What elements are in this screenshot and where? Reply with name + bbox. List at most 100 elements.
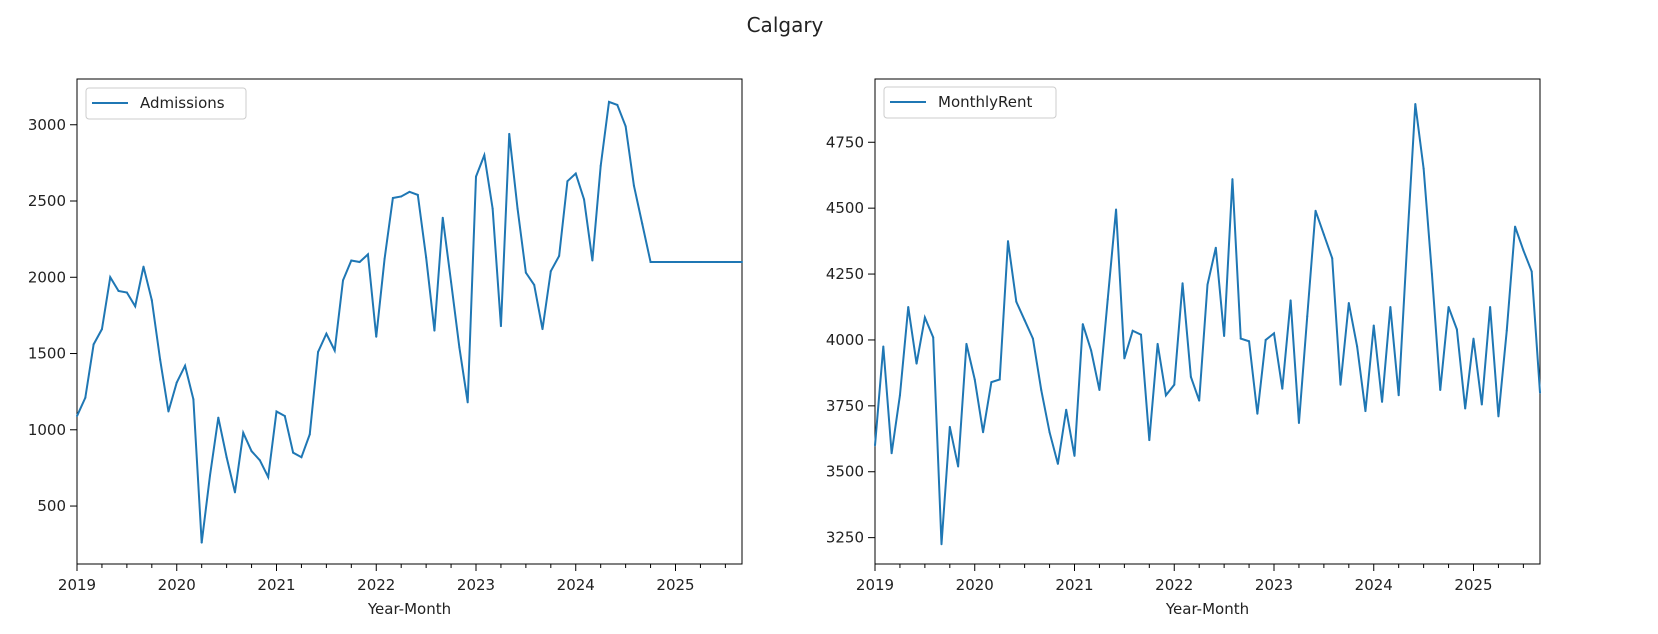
data-point	[283, 415, 286, 418]
y-tick-label: 4500	[826, 199, 864, 217]
data-point	[1522, 249, 1525, 252]
data-point	[292, 451, 295, 454]
data-point	[1414, 103, 1417, 106]
data-point	[350, 259, 353, 262]
data-point	[1115, 208, 1118, 211]
y-tick-label: 500	[37, 497, 66, 515]
y-tick-label: 4750	[826, 133, 864, 151]
legend-frame	[85, 87, 247, 120]
y-tick-label: 3500	[826, 463, 864, 481]
data-point	[1447, 306, 1450, 308]
data-point	[458, 346, 461, 349]
data-point	[1530, 270, 1533, 273]
data-point	[1007, 240, 1009, 243]
data-point	[716, 261, 719, 264]
data-point	[134, 305, 137, 308]
x-tick-label: 2025	[656, 576, 694, 594]
plot-area-frame	[76, 78, 743, 565]
data-point	[167, 410, 170, 413]
x-tick-label: 2022	[1155, 576, 1193, 594]
data-point	[608, 100, 610, 103]
chart-monthly-rent: 2019 2020 2021 2022 2023 2024 2025 3250 3500 375…	[826, 78, 1541, 618]
x-tick-label: 2019	[58, 576, 96, 594]
y-tick-label: 1500	[28, 345, 66, 363]
data-point	[940, 543, 943, 546]
data-point	[649, 261, 652, 264]
data-point	[682, 261, 685, 264]
data-point	[558, 254, 561, 257]
x-tick-label: 2020	[956, 576, 994, 594]
data-point	[724, 261, 727, 264]
y-tick-label: 3250	[826, 529, 864, 547]
data-point	[317, 351, 320, 353]
x-axis-label: Year-Month	[1165, 600, 1249, 618]
data-point	[483, 154, 486, 157]
data-point	[1131, 329, 1134, 332]
data-point	[200, 541, 203, 544]
data-point	[982, 431, 985, 434]
data-point	[1489, 306, 1492, 308]
y-tick-label: 3000	[28, 116, 66, 134]
data-point	[1015, 300, 1018, 303]
legend-label: Admissions	[140, 94, 225, 112]
data-point	[125, 291, 128, 294]
series-points	[76, 100, 743, 544]
y-tick-label: 2000	[28, 268, 66, 286]
x-tick-label: 2024	[1355, 576, 1393, 594]
data-point	[890, 452, 893, 455]
data-point	[574, 172, 577, 175]
data-point	[732, 261, 735, 264]
data-point	[1406, 245, 1408, 248]
data-point	[499, 325, 502, 328]
data-point	[1256, 412, 1259, 415]
data-point	[741, 261, 743, 264]
data-point	[242, 431, 245, 434]
series-line-monthly-rent	[874, 103, 1541, 545]
x-tick-label: 2024	[557, 576, 595, 594]
data-point	[1106, 298, 1109, 301]
data-point	[383, 257, 386, 260]
legend: Admissions	[85, 87, 247, 120]
data-point	[375, 335, 378, 338]
x-tick-label: 2021	[1055, 576, 1093, 594]
data-point	[923, 316, 926, 319]
data-point	[591, 259, 594, 262]
data-point	[1090, 349, 1093, 352]
y-tick-label: 4250	[826, 265, 864, 283]
data-point	[1248, 340, 1251, 343]
data-point	[433, 329, 436, 332]
data-point	[641, 222, 644, 225]
data-point	[1539, 391, 1541, 394]
data-point	[1347, 302, 1350, 305]
data-point	[1439, 389, 1442, 392]
data-point	[1281, 387, 1284, 390]
data-point	[990, 381, 993, 384]
y-tick-label: 1000	[28, 421, 66, 439]
data-point	[583, 198, 586, 201]
figure-title: Calgary	[747, 13, 824, 37]
data-point	[475, 175, 477, 178]
data-point	[1397, 394, 1400, 397]
data-point	[599, 164, 602, 167]
data-point	[674, 261, 677, 264]
data-point	[1430, 273, 1433, 276]
x-tick-label: 2023	[1255, 576, 1293, 594]
data-point	[1505, 329, 1508, 332]
data-point	[184, 364, 187, 367]
data-point	[1389, 306, 1392, 308]
data-point	[1148, 439, 1151, 442]
data-point	[1181, 282, 1184, 285]
data-point	[1056, 462, 1059, 465]
data-point	[874, 444, 876, 447]
data-point	[1173, 383, 1176, 386]
data-point	[1231, 178, 1234, 181]
data-point	[1040, 389, 1043, 392]
data-point	[549, 270, 552, 273]
data-point	[400, 195, 403, 198]
data-point	[100, 328, 103, 331]
data-point	[1464, 407, 1467, 410]
data-point	[1239, 337, 1242, 340]
data-point	[192, 398, 195, 401]
data-point	[450, 280, 453, 283]
